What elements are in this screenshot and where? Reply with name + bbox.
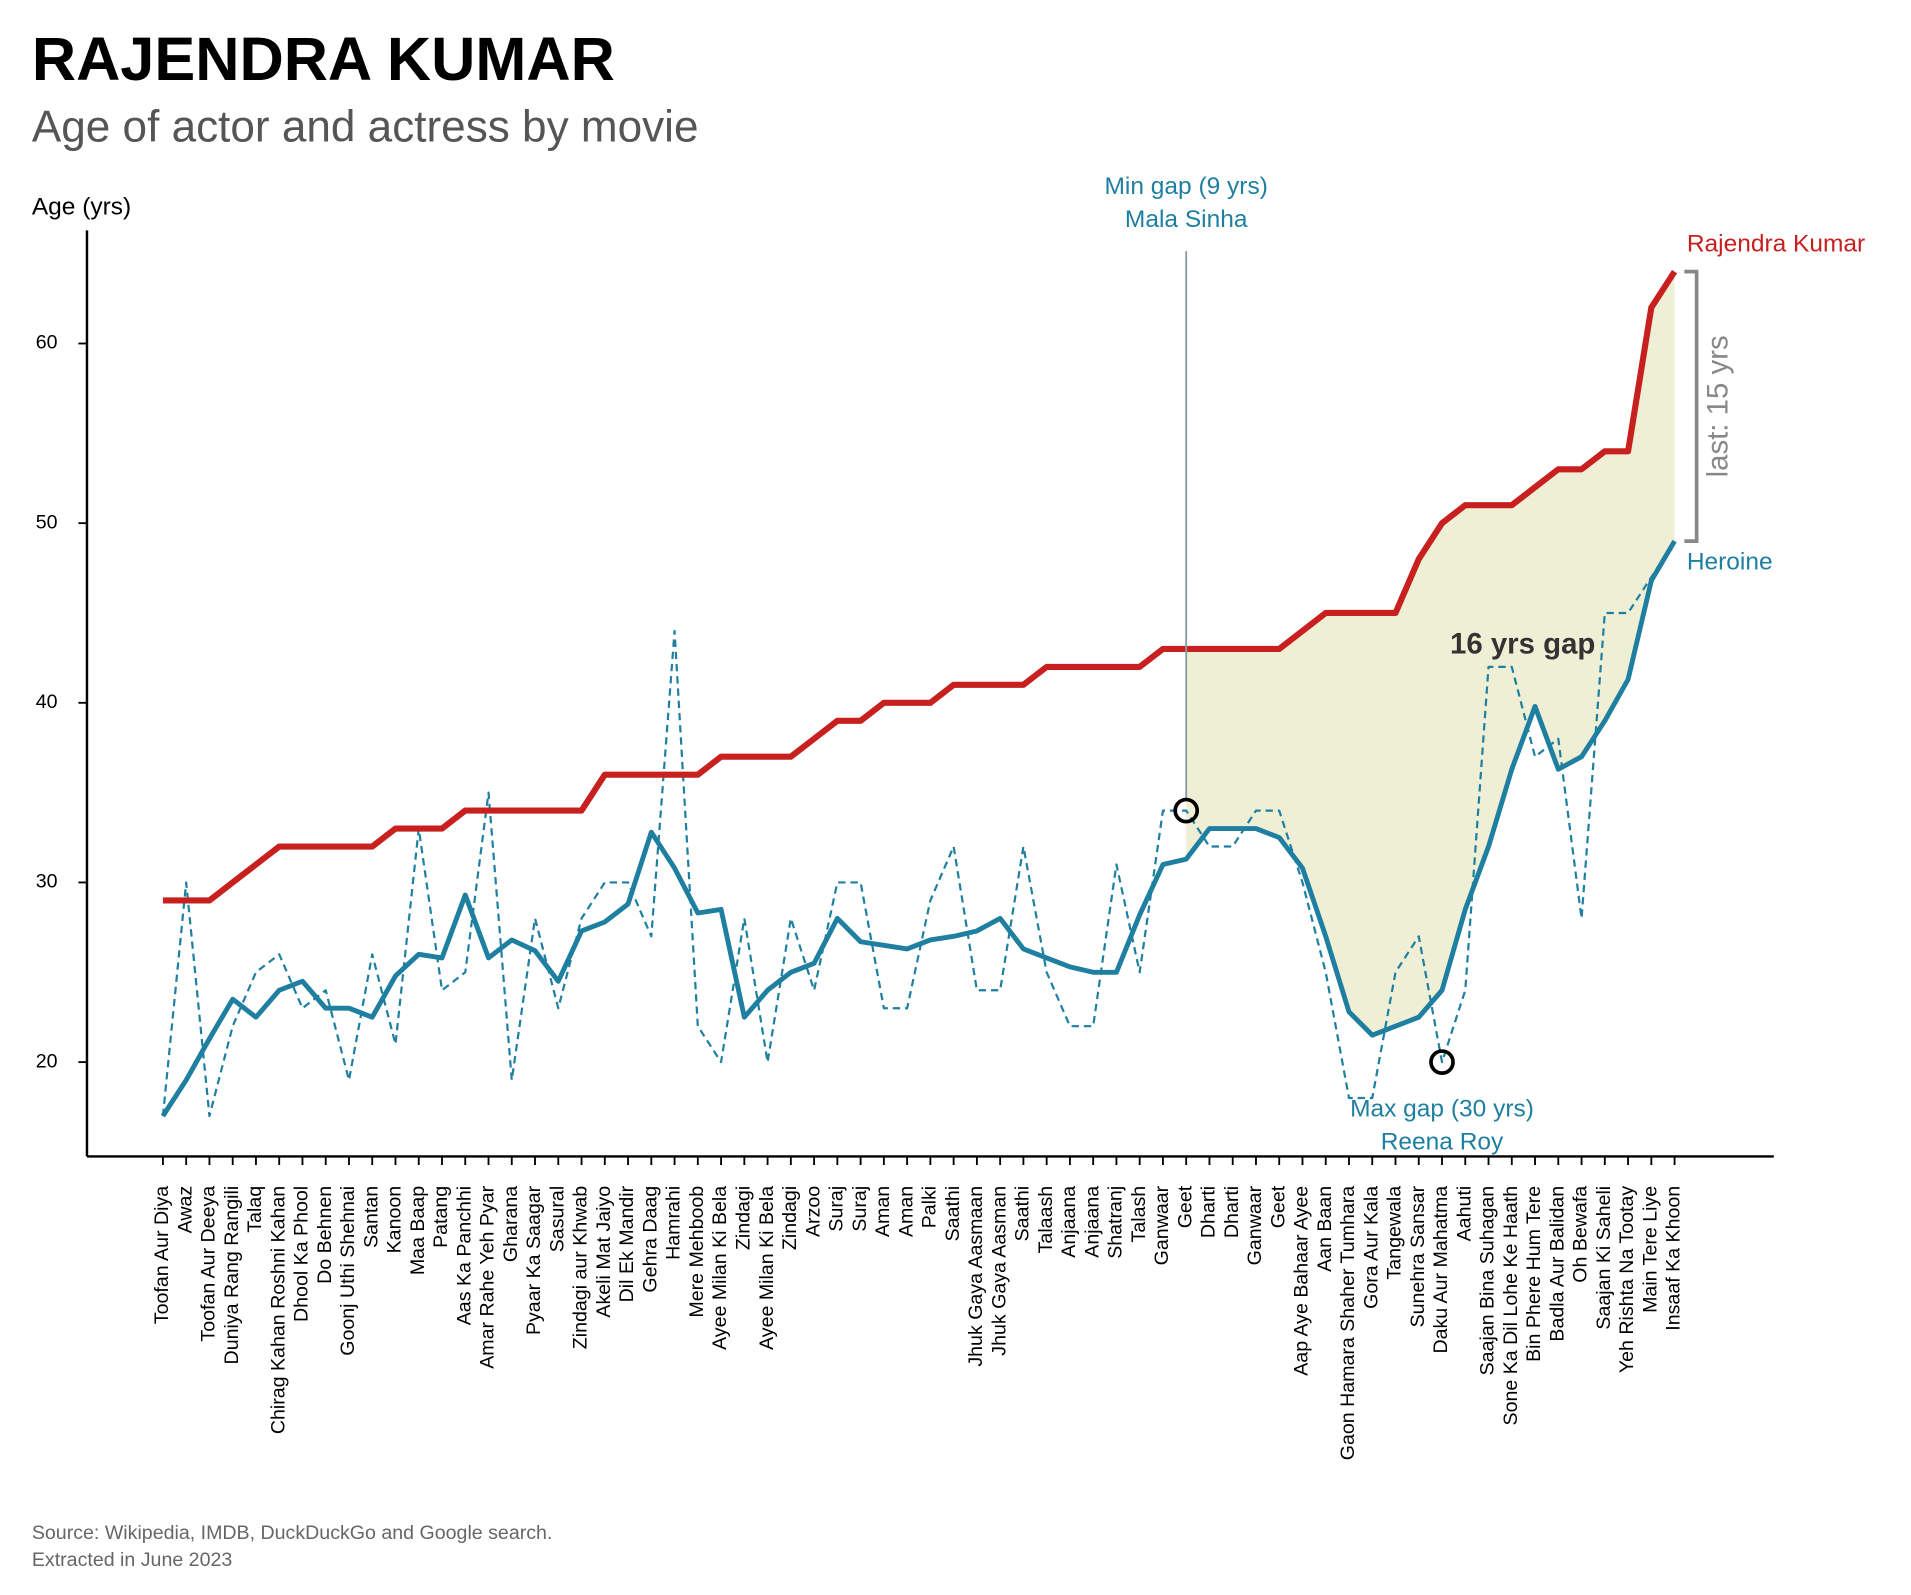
x-tick-label: Geet (1174, 1185, 1196, 1228)
annotation: 16 yrs gap (1450, 627, 1595, 660)
annotation: Max gap (30 yrs) (1350, 1095, 1534, 1122)
x-tick-label: Saathi (1012, 1186, 1034, 1242)
x-tick-label: Aman (872, 1186, 894, 1237)
annotation: Reena Roy (1381, 1128, 1504, 1155)
x-tick-label: Zindagi (733, 1186, 755, 1250)
x-tick-label: Gharana (500, 1186, 522, 1262)
x-tick-label: Aahuti (1453, 1186, 1475, 1242)
x-tick-label: Gora Aur Kala (1360, 1186, 1382, 1309)
x-tick-label: Aan Baan (1314, 1186, 1336, 1272)
x-tick-label: Akeli Mat Jaiyo (593, 1186, 615, 1318)
x-tick-label: Dil Ek Mandir (616, 1185, 638, 1302)
max-gap-marker (1429, 1049, 1455, 1075)
x-tick-label: Dhool Ka Phool (291, 1186, 313, 1322)
x-tick-label: Jhuk Gaya Aasmaan (965, 1186, 987, 1367)
y-tick-label: 20 (36, 1050, 58, 1072)
x-tick-label: Saajan Ki Saheli (1593, 1186, 1615, 1330)
x-tick-label: Dharti (1198, 1186, 1220, 1238)
chart-subtitle: Age of actor and actress by movie (32, 103, 699, 152)
x-tick-label: Talaash (1035, 1186, 1057, 1254)
x-tick-label: Oh Bewafa (1570, 1186, 1592, 1283)
x-tick-label: Yeh Rishta Na Tootay (1616, 1186, 1638, 1374)
x-tick-label: Saajan Bina Suhagan (1477, 1186, 1499, 1376)
x-tick-label: Sasural (546, 1186, 568, 1252)
y-tick-label: 60 (36, 332, 58, 354)
legend-label: Heroine (1687, 549, 1773, 576)
chart-title: RAJENDRA KUMAR (32, 25, 615, 93)
x-tick-label: Talaq (244, 1186, 266, 1233)
x-tick-label: Tangewala (1384, 1186, 1406, 1280)
x-tick-label: Pyaar Ka Saagar (523, 1185, 545, 1335)
x-tick-label: Jhuk Gaya Aasman (988, 1186, 1010, 1356)
x-tick-label: Zindagi (779, 1186, 801, 1250)
x-tick-label: Palki (919, 1186, 941, 1228)
x-tick-label: Goonj Uthi Shehnai (337, 1186, 359, 1356)
series-line (162, 269, 1678, 904)
x-tick-label: Anjaana (1081, 1186, 1103, 1258)
x-tick-label: Duniya Rang Rangili (221, 1186, 243, 1365)
x-tick-label: Arzoo (802, 1186, 824, 1237)
x-tick-label: Amar Rahe Yeh Pyar (477, 1185, 499, 1368)
x-tick-label: Ganwaar (1151, 1185, 1173, 1265)
x-tick-label: Aman (895, 1186, 917, 1237)
x-tick-label: Daku Aur Mahatma (1430, 1186, 1452, 1354)
x-tick-label: Bin Phere Hum Tere (1523, 1186, 1545, 1362)
x-tick-label: Anjaana (1058, 1186, 1080, 1258)
gap-area (1186, 271, 1675, 1036)
min-gap-marker (1173, 797, 1200, 824)
x-tick-label: Sone Ka Dil Lohe Ke Haath (1500, 1186, 1522, 1426)
x-tick-label: Aas Ka Panchhi (453, 1186, 475, 1325)
annotation: Mala Sinha (1125, 206, 1248, 233)
annotation: Min gap (9 yrs) (1105, 173, 1268, 200)
x-tick-label: Insaaf Ka Khoon (1663, 1186, 1685, 1331)
source: Source: Wikipedia, IMDB, DuckDuckGo and … (32, 1522, 553, 1544)
x-tick-label: Hamrahi (663, 1186, 685, 1260)
gap-bracket (1684, 269, 1699, 543)
x-tick-label: Maa Baap (407, 1186, 429, 1275)
series-line (160, 539, 1677, 1118)
x-tick-label: Toofan Aur Deeya (198, 1186, 220, 1342)
x-tick-label: Suraj (826, 1186, 848, 1232)
x-tick-label: Chirag Kahan Roshni Kahan (267, 1186, 289, 1434)
y-tick-label: 30 (36, 871, 58, 893)
x-tick-label: Ayee Milan Ki Bela (709, 1186, 731, 1350)
source: Extracted in June 2023 (32, 1549, 233, 1571)
x-tick-label: Geet (1267, 1185, 1289, 1228)
x-tick-label: Toofan Aur Diya (151, 1186, 173, 1324)
x-tick-label: Aap Aye Bahaar Ayee (1291, 1186, 1313, 1376)
x-tick-label: Badla Aur Balidan (1546, 1186, 1568, 1342)
annotation: last: 15 yrs (1702, 335, 1735, 477)
x-tick-label: Awaz (174, 1186, 196, 1234)
x-tick-label: Gaon Hamara Shaher Tumhara (1337, 1186, 1359, 1461)
x-tick-label: Saathi (942, 1186, 964, 1242)
x-tick-label: Ganwaar (1244, 1185, 1266, 1265)
y-tick-label: 50 (36, 511, 58, 533)
x-tick-label: Do Behnen (314, 1186, 336, 1284)
y-axis-label: Age (yrs) (32, 194, 131, 221)
legend-label: Rajendra Kumar (1687, 230, 1865, 257)
x-tick-label: Ayee Milan Ki Bela (756, 1186, 778, 1350)
x-tick-label: Mere Mehboob (686, 1186, 708, 1318)
x-tick-label: Suraj (849, 1186, 871, 1232)
x-tick-label: Zindagi aur Khwab (570, 1186, 592, 1349)
x-tick-label: Gehra Daag (639, 1186, 661, 1293)
x-tick-label: Patang (430, 1186, 452, 1248)
x-tick-label: Talash (1128, 1186, 1150, 1243)
x-tick-label: Sunehra Sansar (1407, 1185, 1429, 1327)
x-tick-label: Dharti (1221, 1186, 1243, 1238)
x-tick-label: Santan (360, 1186, 382, 1248)
x-tick-label: Main Tere Liye (1639, 1186, 1661, 1313)
x-tick-label: Shatranj (1105, 1186, 1127, 1259)
x-tick-label: Kanoon (384, 1186, 406, 1254)
y-tick-label: 40 (36, 691, 58, 713)
